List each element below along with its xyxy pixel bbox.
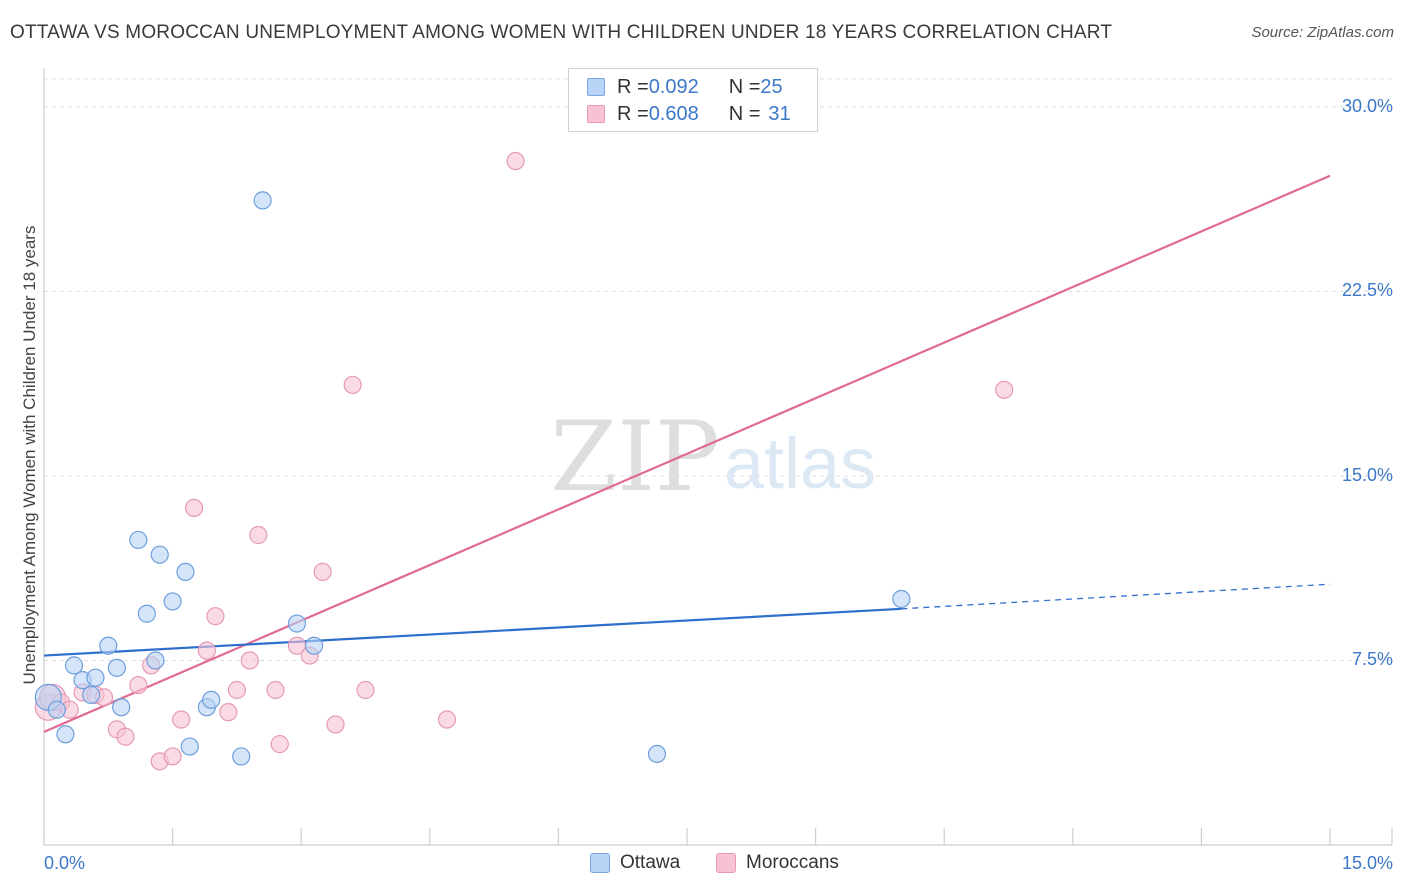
ottawa-point (82, 685, 101, 705)
ottawa-point (287, 614, 307, 633)
ottawa-point (129, 530, 148, 550)
moroccans-point (172, 710, 191, 729)
n-label: N = (728, 102, 761, 125)
ottawa-trend-extension (901, 583, 1331, 610)
ottawa-r-value: 0.092 (648, 75, 699, 98)
legend-row-moroccans: R = 0.608 N = 31 (587, 102, 791, 126)
ottawa-point (163, 592, 182, 611)
ottawa-swatch (587, 78, 605, 96)
trend-lines (43, 174, 1331, 733)
gridlines (44, 78, 1392, 661)
moroccans-legend-swatch (716, 853, 736, 873)
moroccans-point (995, 380, 1014, 399)
moroccans-point (356, 680, 375, 700)
ottawa-legend-swatch (590, 853, 610, 873)
ottawa-point (107, 658, 126, 677)
ottawa-point (180, 737, 199, 756)
ottawa-point (64, 656, 84, 675)
ottawa-legend-label: Ottawa (620, 852, 681, 873)
moroccans-point (506, 151, 525, 171)
legend-item-ottawa: Ottawa (590, 852, 680, 874)
ottawa-point (232, 747, 251, 766)
ottawa-point (56, 725, 75, 744)
ottawa-point (304, 636, 324, 655)
moroccans-point (197, 641, 216, 660)
watermark-zip: ZIP (550, 401, 719, 513)
y-axis-label: Unemployment Among Women with Children U… (20, 225, 39, 685)
moroccans-point (249, 525, 268, 545)
moroccans-swatch (587, 105, 605, 123)
moroccans-point (227, 680, 246, 700)
moroccans-legend-label: Moroccans (746, 852, 839, 873)
chart-title: OTTAWA VS MOROCCAN UNEMPLOYMENT AMONG WO… (10, 22, 1113, 43)
moroccans-point (219, 703, 238, 722)
moroccans-r-value: 0.608 (648, 102, 699, 125)
ottawa-point (202, 690, 221, 709)
moroccans-point (240, 651, 259, 670)
ottawa-trend-line (43, 607, 902, 657)
ottawa-point (150, 545, 169, 564)
n-label: N = (728, 75, 761, 98)
moroccans-point (313, 562, 332, 582)
ottawa-point (146, 651, 165, 670)
moroccans-point (266, 680, 285, 700)
y-tick-label: 30.0% (1341, 95, 1393, 116)
ottawa-point (47, 700, 66, 719)
watermark-atlas: atlas (724, 424, 876, 504)
source-credit: Source: ZipAtlas.com (1251, 24, 1394, 41)
watermark: ZIP atlas (550, 401, 876, 513)
y-tick-label: 15.0% (1341, 464, 1393, 485)
ottawa-point (892, 589, 911, 609)
ottawa-point (253, 191, 272, 210)
x-tick-label-max: 15.0% (1341, 853, 1393, 873)
moroccans-point (116, 727, 135, 746)
moroccans-trend-line (43, 174, 1331, 733)
ottawa-point (86, 668, 105, 687)
moroccans-point (326, 715, 345, 734)
data-points (34, 151, 1014, 771)
moroccans-point (206, 607, 225, 626)
y-tick-label: 7.5% (1351, 649, 1393, 670)
legend-row-ottawa: R = 0.092 N = 25 (587, 75, 783, 99)
x-tick-label-min: 0.0% (44, 853, 86, 873)
ottawa-n-value: 25 (760, 75, 783, 98)
y-tick-label: 22.5% (1341, 280, 1393, 301)
moroccans-point (270, 735, 289, 754)
moroccans-point (437, 710, 457, 729)
ottawa-point (176, 562, 195, 582)
ottawa-point (647, 744, 667, 764)
moroccans-point (184, 498, 204, 518)
moroccans-n-value: 31 (768, 102, 791, 125)
ottawa-point (137, 604, 156, 623)
ottawa-point (112, 698, 131, 717)
ottawa-point (99, 636, 118, 655)
moroccans-point (129, 675, 148, 695)
correlation-legend: R = 0.092 N = 25 R = 0.608 N = 31 (568, 68, 818, 132)
legend-item-moroccans: Moroccans (716, 852, 839, 874)
moroccans-point (343, 375, 362, 395)
moroccans-point (163, 747, 182, 766)
r-label: R = (617, 102, 649, 125)
r-label: R = (617, 75, 649, 98)
